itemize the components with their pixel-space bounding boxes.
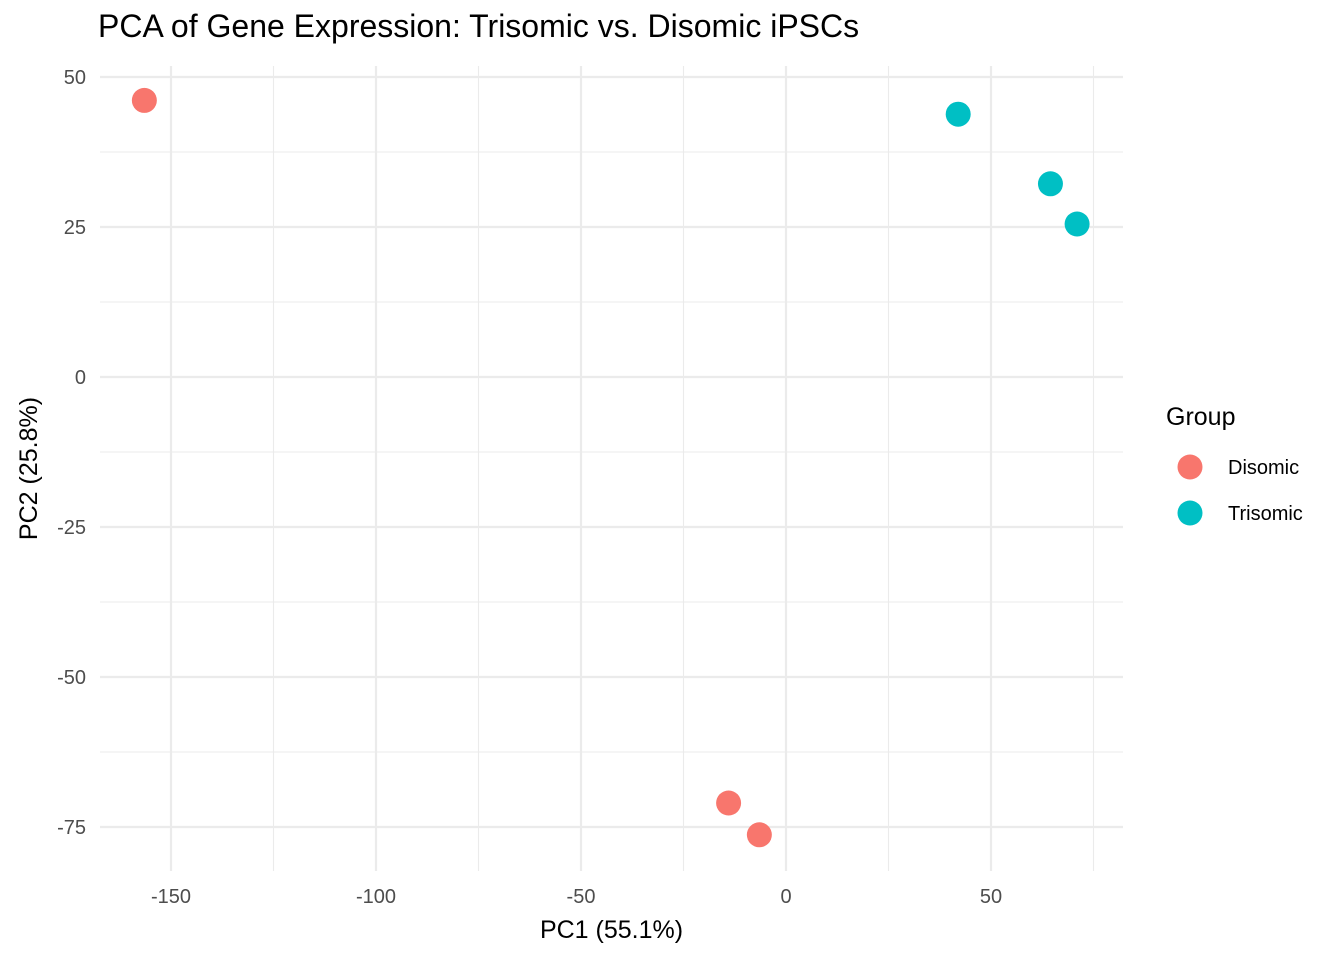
data-point-trisomic [1064,211,1090,237]
y-tick-label: 50 [64,67,86,89]
major-gridlines [100,66,1123,871]
legend-label-trisomic: Trisomic [1228,503,1303,525]
data-point-disomic [131,87,157,113]
chart-title: PCA of Gene Expression: Trisomic vs. Dis… [98,8,860,44]
y-tick-label: 25 [64,217,86,239]
y-tick-label: -50 [57,667,86,689]
legend-key-trisomic [1177,500,1203,526]
data-points [131,87,1090,848]
x-axis-title: PC1 (55.1%) [540,916,683,944]
y-tick-label: 0 [75,367,86,389]
data-point-disomic [716,790,742,816]
legend-key-disomic [1177,454,1203,480]
y-axis-tick-labels: 50 25 0 -25 -50 -75 [57,67,86,839]
x-axis-tick-labels: -150 -100 -50 0 50 [151,886,1002,908]
y-tick-label: -25 [57,517,86,539]
x-tick-label: 0 [780,886,791,908]
data-point-trisomic [1037,171,1063,197]
x-tick-label: -150 [151,886,191,908]
legend: Group Disomic Trisomic [1166,403,1303,526]
y-axis-title: PC2 (25.8%) [15,397,43,540]
x-tick-label: -100 [356,886,396,908]
data-point-disomic [746,822,772,848]
minor-gridlines [100,66,1123,871]
data-point-trisomic [945,101,971,127]
legend-title: Group [1166,403,1235,431]
x-tick-label: 50 [980,886,1002,908]
y-tick-label: -75 [57,817,86,839]
x-tick-label: -50 [567,886,596,908]
legend-label-disomic: Disomic [1228,457,1299,479]
